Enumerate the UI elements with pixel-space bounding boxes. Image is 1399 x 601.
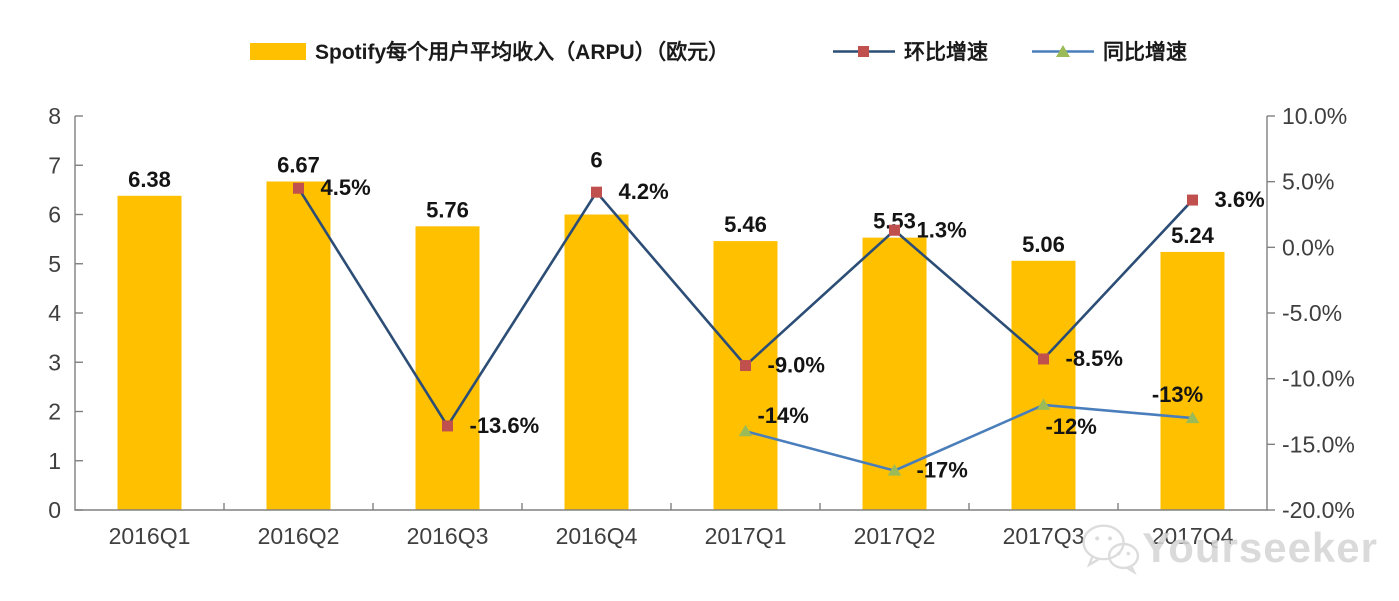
legend-item-arpu: Spotify每个用户平均收入（ARPU）（欧元） <box>250 36 729 66</box>
bar-value-label: 5.46 <box>724 212 767 237</box>
square-marker-icon <box>293 182 304 194</box>
x-axis-label-2017Q3: 2017Q3 <box>1003 523 1085 549</box>
left-axis-tick-label: 6 <box>48 202 61 228</box>
left-axis-tick-label: 3 <box>48 349 61 375</box>
square-marker-icon <box>442 420 453 432</box>
yoy-point-label: -13% <box>1152 382 1203 407</box>
yoy-point-label: -14% <box>758 403 809 428</box>
bar-value-label: 6.38 <box>128 167 171 192</box>
legend-item-yoy: 同比增速 <box>1032 36 1187 66</box>
x-axis-label-2016Q3: 2016Q3 <box>407 523 489 549</box>
left-axis-tick-label: 2 <box>48 399 61 425</box>
bar-value-label: 5.76 <box>426 197 469 222</box>
bar-2017Q1 <box>713 241 778 510</box>
bar-2017Q4 <box>1160 251 1225 510</box>
qoq-point-label: 4.2% <box>619 179 669 204</box>
x-axis-label-2016Q4: 2016Q4 <box>556 523 638 549</box>
line-square-swatch-icon <box>833 45 895 57</box>
left-axis-tick-label: 4 <box>48 300 61 326</box>
left-axis-tick-label: 8 <box>48 103 61 129</box>
square-marker-icon <box>591 186 602 198</box>
left-axis-tick-label: 1 <box>48 448 61 474</box>
yoy-point-label: -12% <box>1046 414 1097 439</box>
triangle-marker-icon <box>887 464 902 476</box>
bar-2016Q1 <box>117 195 182 510</box>
bar-value-label: 6 <box>590 148 602 173</box>
legend-label-arpu: Spotify每个用户平均收入（ARPU）（欧元） <box>315 41 730 64</box>
square-marker-icon <box>740 360 751 372</box>
bar-value-label: 5.06 <box>1022 232 1065 257</box>
right-axis-tick-label: -10.0% <box>1282 366 1355 392</box>
bar-2016Q3 <box>415 226 480 510</box>
qoq-point-label: 3.6% <box>1215 187 1265 212</box>
yoy-point-label: -17% <box>917 458 968 483</box>
left-axis-tick-label: 0 <box>48 497 61 523</box>
qoq-point-label: -9.0% <box>768 353 825 378</box>
line-yoy <box>745 403 1193 472</box>
qoq-point-label: -8.5% <box>1066 346 1123 371</box>
triangle-marker-icon <box>738 424 753 437</box>
bar-2017Q3 <box>1011 260 1076 510</box>
line-triangle-swatch-icon <box>1032 44 1094 57</box>
right-axis-tick-label: -20.0% <box>1282 497 1355 523</box>
qoq-point-label: -13.6% <box>470 413 540 438</box>
legend-item-qoq: 环比增速 <box>833 36 988 66</box>
x-axis-label-2017Q4: 2017Q4 <box>1152 523 1234 549</box>
right-axis-tick-label: 0.0% <box>1282 234 1334 260</box>
bar-value-label: 5.24 <box>1171 223 1215 248</box>
bar-value-label: 6.67 <box>277 153 320 178</box>
legend-label-qoq: 环比增速 <box>904 41 988 64</box>
triangle-marker-icon <box>1036 398 1051 410</box>
right-axis-tick-label: 10.0% <box>1282 103 1347 129</box>
x-axis-label-2016Q1: 2016Q1 <box>109 523 191 549</box>
bar-2016Q2 <box>266 181 331 510</box>
x-axis-label-2017Q2: 2017Q2 <box>854 523 936 549</box>
qoq-point-label: 1.3% <box>917 217 967 242</box>
triangle-marker-icon <box>1185 411 1200 424</box>
legend-label-yoy: 同比增速 <box>1103 41 1187 64</box>
square-marker-icon <box>1187 194 1198 206</box>
square-marker-icon <box>889 224 900 236</box>
qoq-point-label: 4.5% <box>321 175 371 200</box>
right-axis-tick-label: -5.0% <box>1282 300 1342 326</box>
right-axis-tick-label: 5.0% <box>1282 169 1334 195</box>
square-marker-icon <box>1038 353 1049 365</box>
x-axis-label-2017Q1: 2017Q1 <box>705 523 787 549</box>
left-axis-tick-label: 7 <box>48 152 61 178</box>
bar-swatch-icon <box>250 42 306 60</box>
left-axis-tick-label: 5 <box>48 251 61 277</box>
bar-2016Q4 <box>564 214 629 510</box>
x-axis-label-2016Q2: 2016Q2 <box>258 523 340 549</box>
right-axis-tick-label: -15.0% <box>1282 431 1355 457</box>
